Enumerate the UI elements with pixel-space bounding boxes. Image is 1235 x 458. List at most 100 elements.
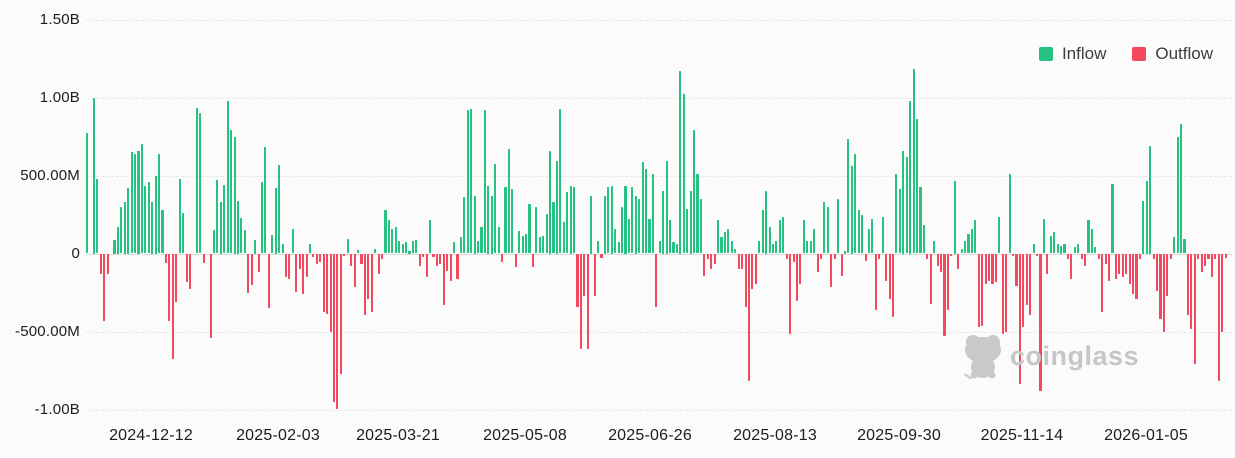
bar-inflow[interactable] — [226, 100, 229, 254]
bar-outflow[interactable] — [1108, 253, 1111, 281]
bar-outflow[interactable] — [1084, 253, 1087, 266]
bar-inflow[interactable] — [511, 188, 514, 254]
bar-outflow[interactable] — [1039, 253, 1042, 391]
bar-inflow[interactable] — [1145, 180, 1148, 254]
bar-inflow[interactable] — [672, 242, 675, 254]
bar-outflow[interactable] — [302, 253, 305, 294]
bar-outflow[interactable] — [878, 253, 881, 259]
bar-inflow[interactable] — [651, 173, 655, 254]
bar-outflow[interactable] — [1207, 253, 1210, 259]
bar-inflow[interactable] — [631, 187, 634, 254]
bar-inflow[interactable] — [802, 220, 805, 254]
bar-outflow[interactable] — [789, 253, 792, 334]
bar-inflow[interactable] — [902, 150, 905, 254]
bar-outflow[interactable] — [957, 253, 960, 269]
bar-inflow[interactable] — [730, 240, 733, 254]
bar-inflow[interactable] — [463, 197, 466, 254]
bar-inflow[interactable] — [915, 118, 919, 254]
bar-inflow[interactable] — [130, 152, 133, 254]
bar-inflow[interactable] — [538, 237, 541, 254]
bar-outflow[interactable] — [298, 253, 301, 269]
bar-outflow[interactable] — [891, 253, 895, 318]
bar-inflow[interactable] — [758, 240, 761, 254]
bar-outflow[interactable] — [936, 253, 939, 266]
bar-outflow[interactable] — [655, 253, 658, 308]
bar-inflow[interactable] — [404, 242, 408, 254]
bar-outflow[interactable] — [819, 253, 823, 259]
bar-inflow[interactable] — [847, 138, 850, 254]
bar-inflow[interactable] — [1060, 245, 1063, 254]
bar-inflow[interactable] — [552, 202, 555, 254]
bar-outflow[interactable] — [1159, 253, 1162, 319]
bar-outflow[interactable] — [583, 253, 586, 296]
bar-inflow[interactable] — [1042, 218, 1045, 254]
bar-outflow[interactable] — [799, 253, 802, 284]
bar-inflow[interactable] — [881, 217, 884, 254]
bar-inflow[interactable] — [597, 240, 600, 254]
bar-outflow[interactable] — [353, 253, 356, 288]
bar-outflow[interactable] — [501, 253, 504, 263]
bar-outflow[interactable] — [706, 253, 709, 259]
bar-outflow[interactable] — [795, 253, 799, 301]
bar-inflow[interactable] — [459, 237, 462, 254]
bar-inflow[interactable] — [281, 244, 284, 254]
bar-outflow[interactable] — [994, 253, 997, 283]
bar-inflow[interactable] — [494, 163, 497, 254]
bar-inflow[interactable] — [614, 228, 617, 254]
bar-inflow[interactable] — [559, 108, 562, 254]
bar-inflow[interactable] — [850, 165, 853, 254]
bar-inflow[interactable] — [470, 108, 473, 254]
bar-outflow[interactable] — [418, 253, 421, 266]
bar-inflow[interactable] — [775, 240, 778, 254]
bar-inflow[interactable] — [909, 100, 912, 254]
bar-outflow[interactable] — [1210, 253, 1214, 278]
bar-outflow[interactable] — [1224, 253, 1227, 259]
bar-outflow[interactable] — [343, 253, 346, 256]
bar-outflow[interactable] — [370, 253, 373, 313]
bar-outflow[interactable] — [1156, 253, 1159, 291]
bar-inflow[interactable] — [545, 213, 548, 254]
bar-outflow[interactable] — [874, 253, 877, 311]
bar-inflow[interactable] — [86, 133, 89, 254]
bar-outflow[interactable] — [531, 253, 534, 268]
bar-inflow[interactable] — [401, 243, 404, 254]
bar-inflow[interactable] — [854, 153, 857, 254]
bar-inflow[interactable] — [161, 209, 164, 254]
bar-inflow[interactable] — [123, 202, 126, 254]
bar-inflow[interactable] — [137, 150, 140, 254]
bar-outflow[interactable] — [1070, 253, 1073, 279]
bar-inflow[interactable] — [428, 220, 432, 254]
bar-inflow[interactable] — [624, 185, 627, 254]
bar-outflow[interactable] — [1104, 253, 1107, 264]
bar-outflow[interactable] — [377, 253, 380, 274]
bar-inflow[interactable] — [477, 240, 480, 254]
bar-outflow[interactable] — [1097, 253, 1100, 259]
bar-inflow[interactable] — [466, 110, 469, 254]
bar-inflow[interactable] — [1087, 220, 1090, 254]
bar-inflow[interactable] — [603, 195, 606, 254]
bar-inflow[interactable] — [765, 190, 768, 254]
bar-outflow[interactable] — [579, 253, 582, 349]
bar-inflow[interactable] — [260, 181, 264, 254]
bar-inflow[interactable] — [487, 185, 490, 254]
bar-inflow[interactable] — [452, 242, 456, 254]
bar-outflow[interactable] — [329, 253, 332, 333]
bar-inflow[interactable] — [480, 227, 483, 254]
bar-inflow[interactable] — [871, 218, 874, 254]
bar-outflow[interactable] — [1128, 253, 1131, 284]
bar-outflow[interactable] — [737, 253, 740, 269]
bar-inflow[interactable] — [665, 160, 668, 254]
bar-outflow[interactable] — [713, 253, 716, 264]
bar-inflow[interactable] — [411, 240, 414, 254]
bar-inflow[interactable] — [1049, 235, 1052, 254]
bar-inflow[interactable] — [768, 227, 771, 254]
bar-outflow[interactable] — [1217, 253, 1220, 381]
bar-inflow[interactable] — [761, 210, 764, 254]
bar-inflow[interactable] — [590, 195, 593, 254]
bar-outflow[interactable] — [741, 253, 744, 269]
bar-outflow[interactable] — [168, 253, 171, 321]
bar-outflow[interactable] — [586, 253, 589, 349]
legend-item-outflow[interactable]: Outflow — [1132, 44, 1213, 64]
bar-outflow[interactable] — [792, 253, 795, 263]
bar-outflow[interactable] — [1214, 253, 1217, 259]
